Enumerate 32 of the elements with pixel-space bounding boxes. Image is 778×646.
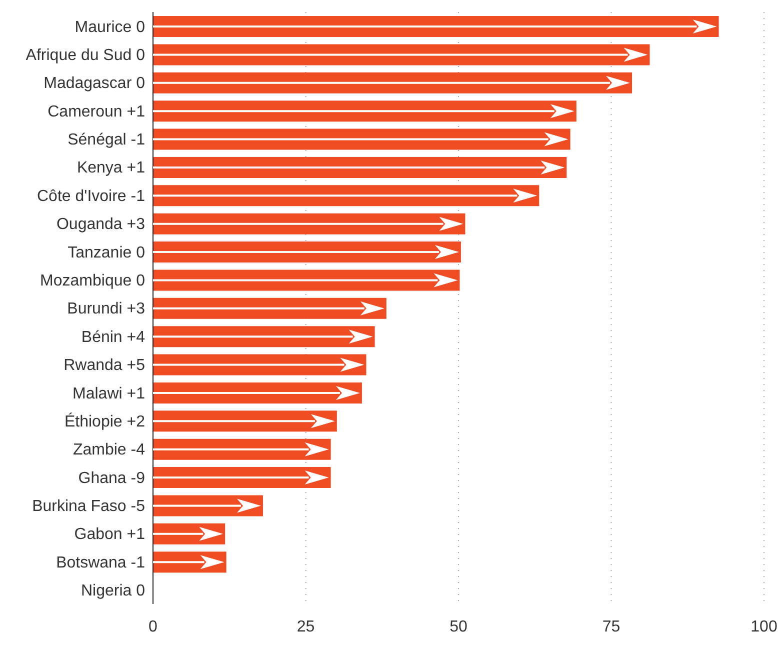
bar — [153, 354, 366, 376]
x-tick-label: 75 — [602, 618, 620, 636]
y-tick-label: Bénin +4 — [81, 328, 146, 346]
y-tick-label: Botswana -1 — [56, 554, 146, 572]
y-tick-label: Gabon +1 — [74, 526, 146, 544]
y-tick-label: Zambie -4 — [72, 442, 146, 459]
y-tick-label: Ouganda +3 — [56, 216, 146, 234]
y-tick-label: Kenya +1 — [76, 160, 146, 177]
y-tick-label: Afrique du Sud 0 — [26, 46, 146, 64]
y-tick-label: Mozambique 0 — [40, 272, 146, 290]
x-tick-label: 100 — [750, 618, 778, 636]
bar — [153, 44, 650, 66]
y-tick-label: Burkina Faso -5 — [32, 498, 146, 516]
x-tick-label: 0 — [148, 618, 158, 636]
y-tick-label: Cameroun +1 — [48, 103, 146, 120]
y-tick-label: Rwanda +5 — [64, 357, 146, 374]
y-tick-label: Nigeria 0 — [80, 582, 146, 600]
y-tick-label: Éthiopie +2 — [64, 412, 146, 430]
x-tick-label: 50 — [450, 618, 468, 636]
y-tick-label: Sénégal -1 — [68, 132, 146, 149]
y-tick-label: Burundi +3 — [67, 300, 146, 318]
bar — [153, 72, 632, 94]
y-tick-label: Malawi +1 — [72, 385, 146, 402]
y-tick-label: Ghana -9 — [78, 470, 146, 487]
bar — [153, 16, 719, 37]
y-tick-label: Madagascar 0 — [44, 75, 146, 92]
y-tick-label: Tanzanie 0 — [68, 244, 146, 262]
y-tick-label: Côte d'Ivoire -1 — [37, 188, 146, 205]
bar — [153, 128, 570, 150]
x-tick-label: 25 — [296, 618, 315, 636]
bar — [153, 270, 460, 291]
y-tick-label: Maurice 0 — [74, 18, 146, 36]
